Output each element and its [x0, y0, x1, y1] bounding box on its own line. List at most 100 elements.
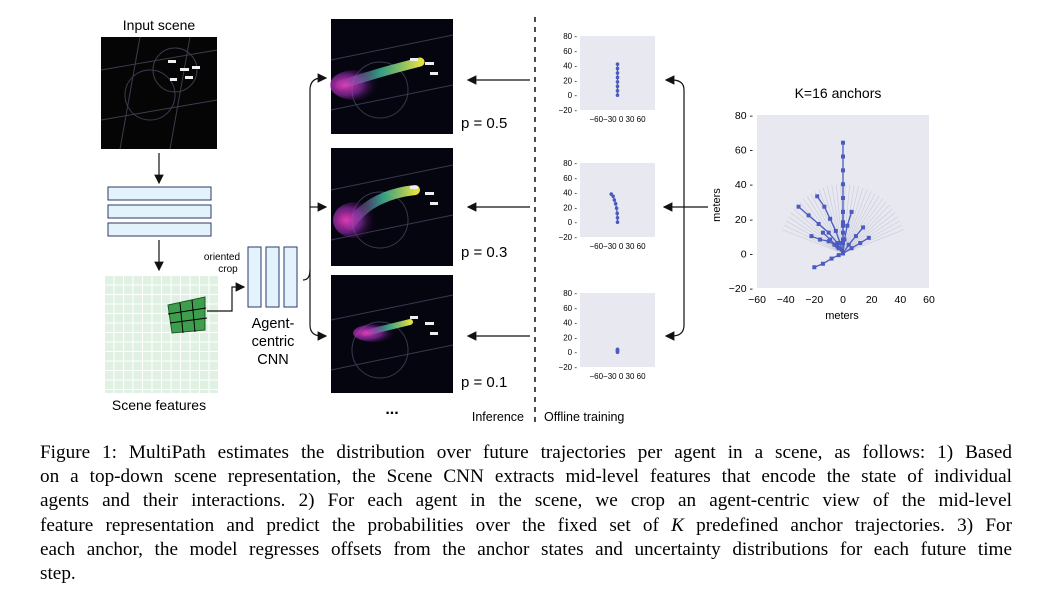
small-plot-ytick: −20 - — [559, 363, 578, 372]
anchor-point — [806, 213, 811, 218]
anchor-point — [822, 204, 827, 209]
anchor-line — [842, 237, 870, 254]
small-plot-ytick: 40 - — [563, 319, 577, 328]
anchor-point — [841, 196, 845, 201]
agent-cnn-label-1: Agent- — [252, 316, 295, 332]
inference-label: Inference — [472, 410, 524, 424]
prediction-image-1 — [330, 19, 454, 134]
scene-cnn-layers — [107, 186, 212, 237]
anchors-plot: 80 - 60 - 40 - 20 - 0 - −20 -−60 −40 −20 0 20 40 60 — [729, 110, 935, 306]
anchor-point — [841, 251, 845, 256]
input-scene-label: Input scene — [123, 17, 196, 33]
big-plot-ytick: −20 - — [729, 283, 754, 295]
small-plot-point — [612, 198, 617, 202]
small-plot-point — [614, 206, 619, 210]
anchor-point — [841, 230, 845, 235]
small-plot-ytick: 0 - — [568, 91, 578, 100]
small-plot-ytick: 40 - — [563, 62, 577, 71]
scene-features-label: Scene features — [112, 397, 206, 413]
anchor-point — [820, 230, 825, 235]
agent-cnn-label-3: CNN — [257, 352, 288, 368]
anchor-point — [835, 241, 840, 246]
scene-features-grid — [104, 275, 218, 393]
big-plot-xtick: 60 — [923, 294, 935, 306]
small-plot-point — [613, 201, 618, 206]
anchor-point — [828, 216, 833, 221]
small-plot-point — [615, 75, 620, 80]
anchor-point — [836, 246, 841, 251]
anchor-point — [815, 194, 820, 199]
small-plot-ytick: 80 - — [563, 32, 577, 41]
small-plot-ytick: 20 - — [563, 76, 577, 85]
big-plot-ytick: 20 - — [735, 214, 754, 226]
anchor-point — [841, 154, 845, 159]
small-plot-xticks: −60−30 0 30 60 — [589, 115, 646, 124]
small-plot-ytick: 20 - — [563, 203, 577, 212]
anchor-point — [861, 225, 866, 230]
oriented-crop-label-1: oriented — [204, 252, 240, 263]
anchor-point — [796, 204, 801, 209]
small-plot-point — [615, 93, 620, 97]
small-plot-ytick: 80 - — [563, 289, 577, 298]
small-plot-ytick: 0 - — [568, 218, 578, 227]
anchor-point — [812, 265, 817, 270]
anchor-point — [836, 253, 841, 258]
small-plot-ytick: 40 - — [563, 189, 577, 198]
anchor-point — [849, 209, 854, 214]
figure-diagram: Input scene Scene features oriented crop… — [100, 17, 935, 427]
anchor-point — [826, 230, 831, 235]
big-plot-xtick: 20 — [866, 294, 878, 306]
figure-caption: Figure 1: MultiPath estimates the distri… — [40, 442, 1012, 585]
probability-1: p = 0.5 — [461, 115, 507, 132]
small-plot-ytick: 60 - — [563, 174, 577, 183]
small-anchor-plot-1: 80 - 60 - 40 - 20 - 0 - −20 - −60−30 0 30 60 — [559, 32, 655, 124]
small-plot-point — [615, 88, 620, 93]
small-anchor-plot-3: 80 - 60 - 40 - 20 - 0 - −20 - −60−30 0 30 60 — [559, 289, 655, 381]
ellipsis: ... — [385, 401, 398, 418]
big-plot-ytick: 0 - — [741, 248, 754, 260]
small-plot-ytick: 20 - — [563, 333, 577, 342]
big-plot-ylabel: meters — [711, 188, 723, 222]
small-plot-point — [615, 215, 620, 220]
anchor-point — [846, 242, 851, 247]
small-plot-point — [615, 220, 620, 224]
small-plot-xticks: −60−30 0 30 60 — [589, 242, 646, 251]
anchor-point — [841, 220, 845, 225]
small-plot-point — [615, 211, 619, 216]
anchor-point — [816, 221, 821, 226]
small-plot-xticks: −60−30 0 30 60 — [589, 372, 646, 381]
big-plot-xtick: 40 — [894, 294, 906, 306]
probability-2: p = 0.3 — [461, 244, 507, 261]
anchors-title: K=16 anchors — [795, 85, 882, 101]
anchor-point — [849, 246, 854, 251]
anchor-point — [833, 228, 838, 233]
anchor-line — [842, 211, 853, 254]
small-plot-ytick: 0 - — [568, 348, 578, 357]
big-plot-xtick: 0 — [840, 294, 846, 306]
small-plot-point — [615, 84, 620, 89]
big-plot-ytick: 60 - — [735, 145, 754, 157]
anchor-point — [818, 237, 823, 242]
small-plot-point — [615, 66, 620, 71]
probability-3: p = 0.1 — [461, 374, 507, 391]
big-plot-xtick: −40 — [777, 294, 795, 306]
anchor-point — [832, 242, 837, 247]
anchor-line — [842, 227, 864, 254]
small-anchor-plot-2: 80 - 60 - 40 - 20 - 0 - −20 - −60−30 0 30 60 — [559, 159, 655, 251]
anchor-point — [841, 168, 845, 173]
small-plot-point — [615, 62, 620, 66]
anchor-point — [858, 241, 863, 246]
small-plot-point — [615, 80, 620, 84]
anchor-point — [809, 234, 814, 239]
oriented-crop-label-2: crop — [218, 264, 238, 275]
big-plot-xtick: −20 — [805, 294, 823, 306]
small-plot-ytick: 80 - — [563, 159, 577, 168]
anchor-point — [841, 182, 845, 187]
small-plot-ytick: 60 - — [563, 304, 577, 313]
anchor-point — [842, 237, 847, 242]
anchor-point — [829, 256, 834, 261]
small-plot-ytick: −20 - — [559, 233, 578, 242]
prediction-image-3 — [330, 275, 454, 393]
agent-cnn-label-2: centric — [252, 334, 295, 350]
anchor-point — [841, 140, 845, 145]
